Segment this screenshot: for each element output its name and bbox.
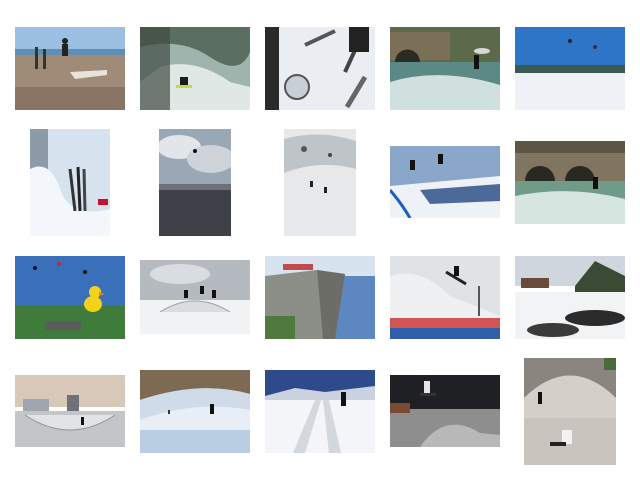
thumbnail-kite-festival-duck[interactable]: [15, 256, 125, 339]
thumbnail-skate-bowl-skaters[interactable]: [524, 358, 616, 465]
thumbnail-cliff-fjord[interactable]: [265, 256, 375, 339]
thumbnail-river-surfer-bridge[interactable]: [515, 141, 625, 224]
thumbnail-kite-sea-clouds[interactable]: [159, 129, 231, 236]
thumbnail-groomed-track[interactable]: [265, 370, 375, 453]
thumbnail-ski-jump-competition[interactable]: [390, 256, 500, 339]
thumbnail-skis-in-snow[interactable]: [30, 129, 110, 236]
thumbnail-snowboard-closeup[interactable]: [515, 256, 625, 339]
thumbnail-skateboard-boardwalk[interactable]: [15, 27, 125, 110]
thumbnail-river-surfer[interactable]: [140, 27, 250, 110]
thumbnail-snowy-slope[interactable]: [284, 129, 356, 236]
thumbnail-snowboard-park[interactable]: [140, 260, 250, 334]
thumbnail-skate-bowl-buildings[interactable]: [15, 375, 125, 447]
thumbnail-skateboarder-jump[interactable]: [390, 375, 500, 447]
thumbnail-ski-jumpers[interactable]: [390, 146, 500, 218]
thumbnail-snowy-field-kites[interactable]: [515, 27, 625, 110]
thumbnail-river-wave-bridge[interactable]: [390, 27, 500, 110]
thumbnail-skis-closeup[interactable]: [265, 27, 375, 110]
thumbnail-ski-slope[interactable]: [140, 370, 250, 453]
